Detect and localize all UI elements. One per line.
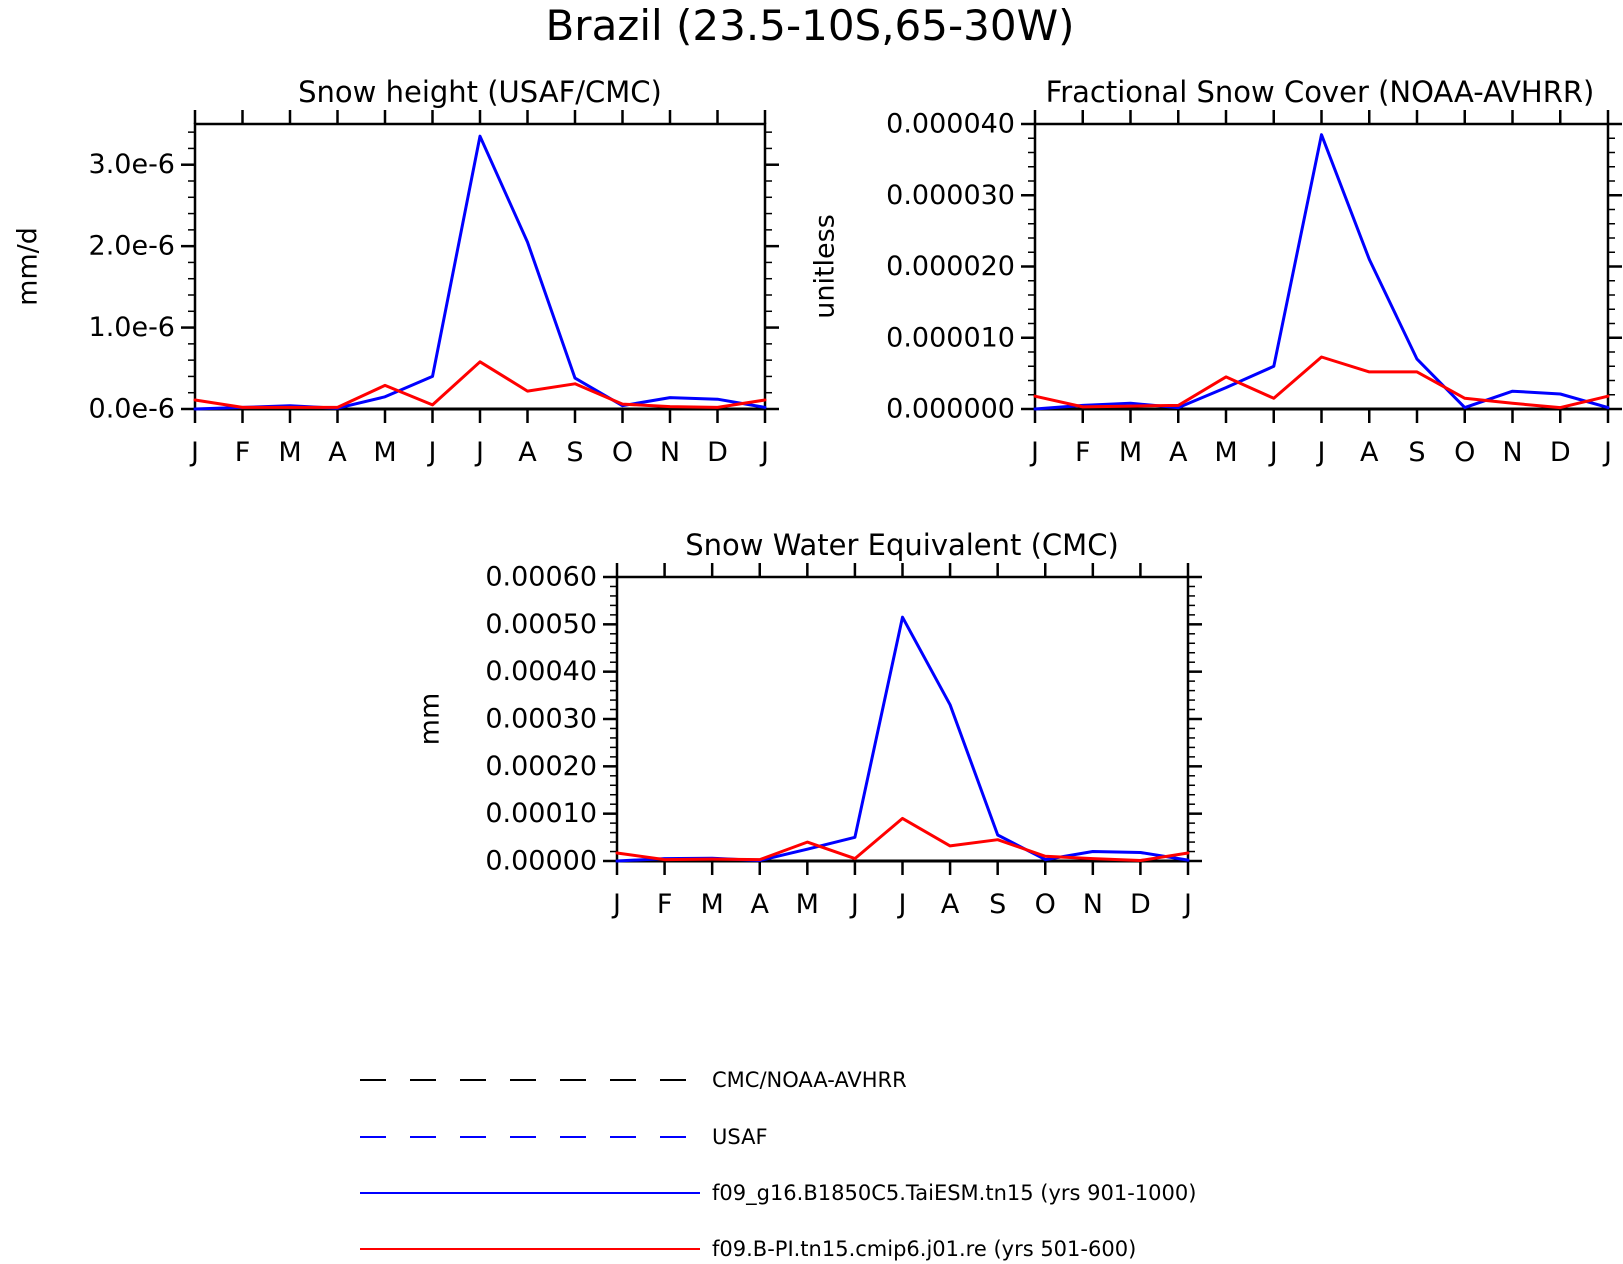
x-tick-label: D: [1550, 437, 1571, 468]
y-tick-label: 0.000020: [886, 251, 1015, 282]
y-tick-label: 0.000000: [886, 394, 1015, 425]
x-tick-label: M: [701, 889, 724, 920]
panel-title: Fractional Snow Cover (NOAA-AVHRR): [1046, 75, 1595, 109]
y-tick-label: 0.000040: [886, 109, 1015, 140]
series-line-2: [615, 615, 1190, 863]
x-tick-label: M: [796, 889, 819, 920]
x-tick-label: M: [1119, 437, 1142, 468]
y-tick-label: 2.0e-6: [89, 231, 175, 262]
series-line-2: [1033, 133, 1610, 411]
x-tick-label: N: [660, 437, 680, 468]
y-tick-label: 0.0e-6: [89, 394, 175, 425]
x-tick-label: S: [989, 889, 1006, 920]
x-tick-label: A: [328, 437, 347, 468]
chart-panel-2: Fractional Snow Cover (NOAA-AVHRR) unitle…: [810, 75, 1622, 468]
y-tick-label: 0.000010: [886, 322, 1015, 353]
series-line-3: [615, 816, 1190, 862]
y-tick-label: 0.00060: [485, 562, 597, 593]
y-tick-label: 3.0e-6: [89, 149, 175, 180]
series-line-3: [193, 360, 767, 409]
panel-title: Snow height (USAF/CMC): [298, 75, 662, 109]
y-tick-label: 0.00010: [485, 798, 597, 829]
x-tick-label: A: [751, 889, 770, 920]
y-axis-label: mm/d: [13, 227, 44, 306]
y-tick-label: 0.00000: [485, 846, 597, 877]
legend-label: USAF: [712, 1125, 768, 1149]
x-tick-label: S: [1408, 437, 1425, 468]
y-tick-label: 0.00050: [485, 609, 597, 640]
x-tick-label: A: [518, 437, 537, 468]
x-tick-label: J: [611, 889, 621, 920]
legend-label: f09.B-PI.tn15.cmip6.j01.re (yrs 501-600): [712, 1237, 1136, 1261]
y-tick-label: 0.00040: [485, 656, 597, 687]
y-tick-label: 0.000030: [886, 180, 1015, 211]
x-tick-label: F: [235, 437, 251, 468]
x-tick-label: D: [707, 437, 728, 468]
x-tick-label: N: [1083, 889, 1103, 920]
x-tick-label: D: [1130, 889, 1151, 920]
series-line-2: [193, 134, 767, 411]
x-tick-label: M: [1214, 437, 1237, 468]
x-tick-label: O: [1035, 889, 1056, 920]
x-tick-label: S: [566, 437, 583, 468]
x-tick-label: J: [189, 437, 199, 468]
panel-title: Snow Water Equivalent (CMC): [685, 528, 1119, 562]
y-axis-label: mm: [415, 693, 446, 746]
x-tick-label: F: [1075, 437, 1091, 468]
legend-label: CMC/NOAA-AVHRR: [712, 1068, 907, 1092]
x-tick-label: O: [1454, 437, 1475, 468]
y-tick-label: 1.0e-6: [89, 312, 175, 343]
plot-frame: [193, 122, 767, 411]
series-line-3: [1033, 355, 1610, 410]
x-tick-label: M: [278, 437, 301, 468]
legend: CMC/NOAA-AVHRR USAF f09_g16.B1850C5.TaiESM…: [360, 1068, 1196, 1261]
legend-entry: f09.B-PI.tn15.cmip6.j01.re (yrs 501-600): [360, 1237, 1136, 1261]
panels: Snow height (USAF/CMC)mm/dJ F M A M J J A S O N D J0…: [13, 75, 1622, 920]
main-title: Brazil (23.5-10S,65-30W): [545, 1, 1074, 50]
x-tick-label: J: [1029, 437, 1039, 468]
legend-label: f09_g16.B1850C5.TaiESM.tn15 (yrs 901-100…: [712, 1181, 1196, 1206]
x-tick-label: J: [897, 889, 907, 920]
y-tick-label: 0.00030: [485, 704, 597, 735]
x-tick-label: N: [1502, 437, 1522, 468]
y-axis-label: unitless: [810, 214, 841, 319]
x-tick-label: J: [1602, 437, 1612, 468]
x-tick-label: O: [612, 437, 633, 468]
chart-panel-1: Snow height (USAF/CMC)mm/dJ F M A M J J A S O N D J0…: [13, 75, 779, 468]
x-tick-label: M: [373, 437, 396, 468]
legend-entry: USAF: [360, 1125, 768, 1149]
x-tick-label: J: [849, 889, 859, 920]
x-tick-label: J: [474, 437, 484, 468]
legend-entry: CMC/NOAA-AVHRR: [360, 1068, 907, 1092]
x-tick-label: A: [941, 889, 960, 920]
legend-entry: f09_g16.B1850C5.TaiESM.tn15 (yrs 901-100…: [360, 1181, 1196, 1206]
chart-panel-3: Snow Water Equivalent (CMC)mmJ F M A M J J A S O N…: [415, 528, 1202, 920]
x-tick-label: F: [657, 889, 673, 920]
x-tick-label: A: [1360, 437, 1379, 468]
x-tick-label: J: [759, 437, 769, 468]
x-tick-label: J: [1268, 437, 1278, 468]
x-tick-label: J: [1182, 889, 1192, 920]
x-tick-label: J: [427, 437, 437, 468]
x-tick-label: A: [1169, 437, 1188, 468]
x-tick-label: J: [1316, 437, 1326, 468]
plot-frame: [1033, 122, 1610, 411]
y-tick-label: 0.00020: [485, 751, 597, 782]
